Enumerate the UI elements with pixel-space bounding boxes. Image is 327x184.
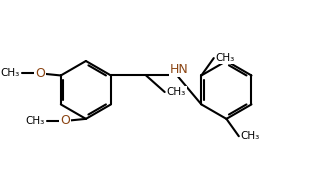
Text: CH₃: CH₃	[26, 116, 45, 126]
Text: CH₃: CH₃	[241, 131, 260, 141]
Text: O: O	[35, 67, 45, 80]
Text: CH₃: CH₃	[216, 53, 235, 63]
Text: HN: HN	[170, 63, 188, 76]
Text: CH₃: CH₃	[167, 87, 186, 97]
Text: CH₃: CH₃	[0, 68, 20, 78]
Text: O: O	[60, 114, 70, 128]
